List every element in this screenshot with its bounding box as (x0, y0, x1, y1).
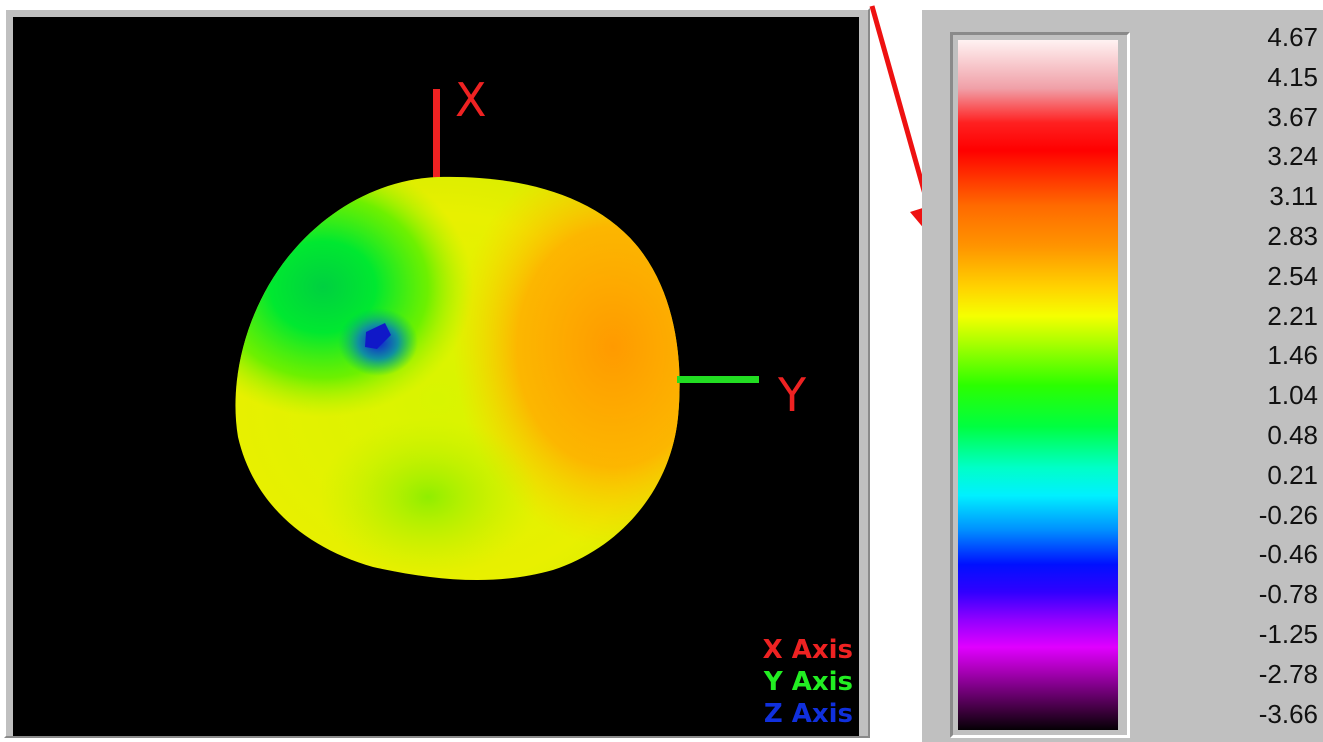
color-scale-labels: 4.67 4.15 3.67 3.24 3.11 2.83 2.54 2.21 … (1122, 18, 1318, 734)
color-scale-bar (958, 40, 1118, 730)
y-axis-label: Y (778, 368, 807, 422)
scale-value: 2.54 (1267, 260, 1318, 291)
scale-value: 4.15 (1267, 61, 1318, 92)
scale-value: -0.78 (1258, 579, 1318, 610)
scale-value: 3.67 (1267, 101, 1318, 132)
color-scale-panel: 4.67 4.15 3.67 3.24 3.11 2.83 2.54 2.21 … (922, 10, 1323, 742)
scale-value: -0.46 (1258, 539, 1318, 570)
sphere-render (235, 89, 759, 581)
sphere (235, 176, 680, 581)
scale-value: 3.11 (1269, 181, 1318, 212)
scale-value: 2.83 (1267, 220, 1318, 251)
scale-value: 1.46 (1267, 340, 1318, 371)
scale-value: 0.21 (1267, 459, 1318, 490)
x-axis-line (433, 89, 440, 181)
scale-value: 2.21 (1267, 300, 1318, 331)
scale-value: 0.48 (1267, 419, 1318, 450)
legend-y-axis: Y Axis (763, 667, 853, 697)
scale-value: -3.66 (1258, 698, 1318, 729)
legend-z-axis: Z Axis (763, 699, 853, 729)
axis-legend: X Axis Y Axis Z Axis (763, 634, 853, 730)
scale-value: 3.24 (1267, 141, 1318, 172)
scale-value: -2.78 (1258, 658, 1318, 689)
scale-value: -1.25 (1258, 618, 1318, 649)
scale-value: 1.04 (1267, 380, 1318, 411)
scale-value: -0.26 (1258, 499, 1318, 530)
x-axis-label: X (455, 73, 487, 127)
legend-x-axis: X Axis (762, 635, 853, 665)
y-axis-line (677, 376, 759, 383)
3d-viewport[interactable]: X Y X Axis Y Axis Z Axis (13, 17, 859, 736)
scale-value: 4.67 (1267, 22, 1318, 52)
